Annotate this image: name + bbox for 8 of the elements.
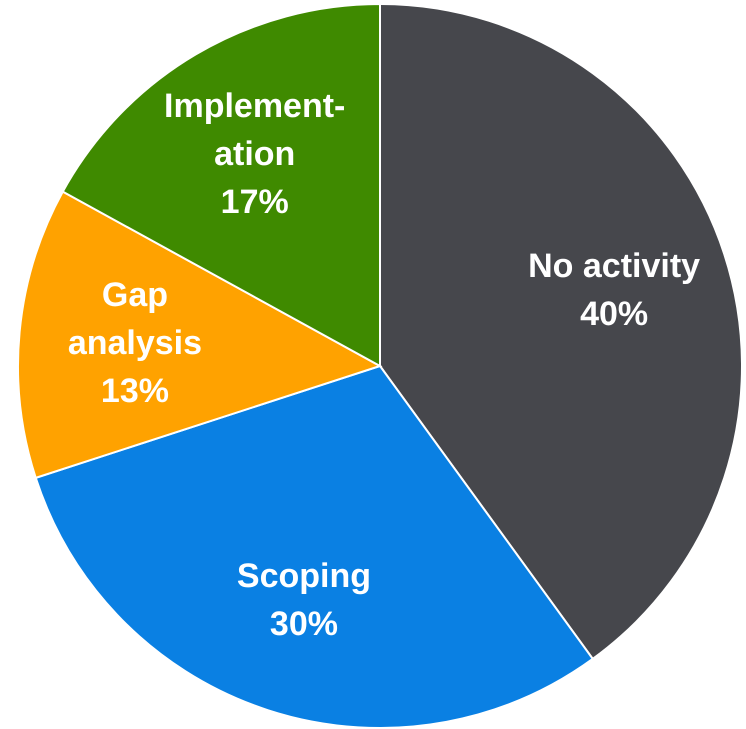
- slice-label: Gap analysis: [68, 276, 202, 362]
- data-label: 30%: [270, 605, 338, 644]
- slice-label: No activity: [528, 246, 700, 285]
- data-label: 17%: [220, 183, 289, 222]
- data-label: 40%: [580, 294, 648, 333]
- data-label: 13%: [100, 372, 169, 410]
- slice-label: Scoping: [236, 557, 371, 596]
- slice-label: Implement- ation: [164, 87, 346, 174]
